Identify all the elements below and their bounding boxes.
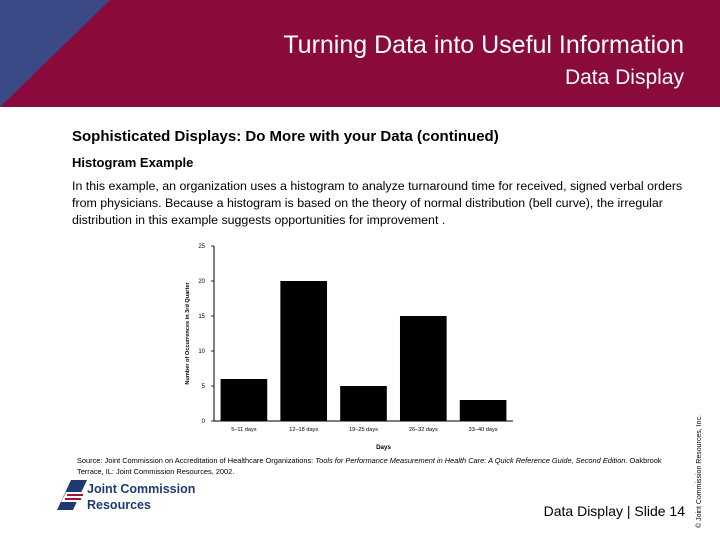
y-tick-label: 15: [198, 314, 205, 320]
histogram-bar: [459, 400, 507, 421]
y-axis-label: Number of Occurrences in 3rd Quarter: [185, 282, 191, 385]
logo-text-line2: Resources: [87, 498, 151, 512]
x-tick-label: 12–18 days: [289, 427, 318, 433]
section-heading: Sophisticated Displays: Do More with you…: [72, 128, 499, 145]
logo-text-line1: Joint Commission: [87, 482, 196, 496]
histogram-bar: [340, 386, 387, 421]
x-tick-label: 19–25 days: [349, 427, 378, 433]
histogram-bar: [220, 379, 268, 421]
source-suffix: . Oakbrook Terrace, IL: Joint Commission…: [77, 456, 662, 476]
histogram-bar: [280, 281, 328, 421]
slide-number: Data Display | Slide 14: [543, 503, 685, 519]
y-tick-label: 10: [198, 349, 205, 355]
y-tick-label: 20: [198, 279, 205, 285]
x-tick-label: 5–11 days: [231, 427, 257, 433]
source-title: Tools for Performance Measurement in Hea…: [315, 456, 626, 465]
joint-commission-logo: Joint Commission Resources: [57, 480, 197, 520]
x-tick-label: 33–40 days: [469, 427, 498, 433]
header-banner: Turning Data into Useful Information Dat…: [0, 0, 720, 107]
body-paragraph: In this example, an organization uses a …: [72, 179, 683, 227]
section-subheading: Histogram Example: [72, 155, 194, 170]
flag-icon: [57, 480, 87, 510]
x-axis-label: Days: [376, 444, 391, 451]
page-title: Turning Data into Useful Information: [283, 31, 684, 59]
y-tick-label: 25: [198, 244, 205, 250]
x-tick-label: 26–32 days: [409, 427, 438, 433]
y-tick-label: 5: [202, 384, 206, 390]
source-citation: Source: Joint Commission on Accreditatio…: [77, 455, 677, 477]
histogram-bar: [399, 316, 447, 421]
y-tick-label: 0: [202, 419, 206, 425]
page-subtitle: Data Display: [564, 66, 684, 89]
copyright-notice: © Joint Commission Resources, Inc.: [696, 415, 703, 528]
banner-triangle-decoration: [0, 0, 110, 107]
histogram-chart: 0 5 10 15 20 25 5–11 days 12–18 days 19–25 days 2…: [185, 244, 513, 451]
source-prefix: Source: Joint Commission on Accreditatio…: [77, 456, 316, 465]
